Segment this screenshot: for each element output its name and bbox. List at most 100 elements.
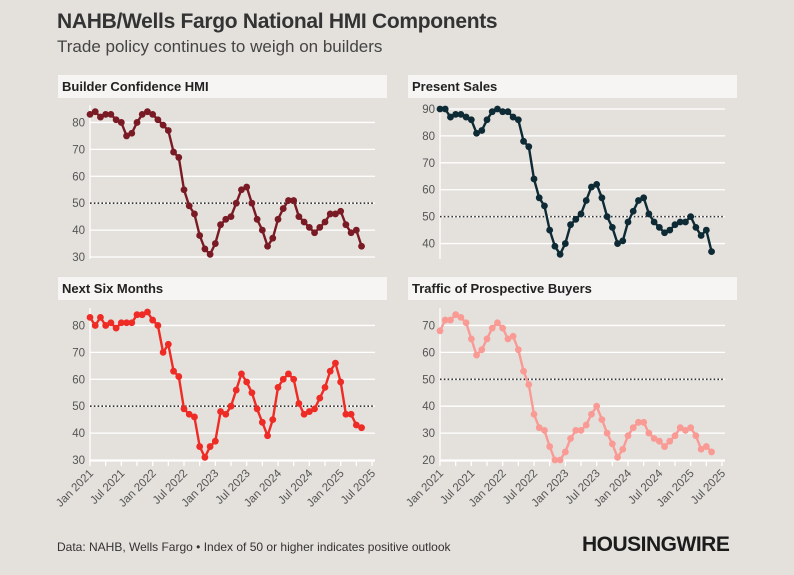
data-point bbox=[499, 324, 507, 332]
y-tick-label: 90 bbox=[422, 104, 435, 116]
data-point bbox=[170, 148, 177, 156]
y-tick-label: 40 bbox=[72, 428, 85, 440]
data-point bbox=[311, 229, 318, 237]
data-point bbox=[661, 443, 668, 450]
data-point bbox=[258, 418, 266, 426]
data-point bbox=[593, 402, 601, 410]
data-point bbox=[175, 373, 183, 380]
data-point bbox=[128, 129, 136, 137]
data-point bbox=[337, 378, 345, 386]
data-point bbox=[274, 215, 282, 223]
data-point bbox=[196, 232, 204, 239]
data-point bbox=[128, 319, 136, 327]
data-point bbox=[666, 437, 674, 445]
data-point bbox=[326, 367, 334, 375]
data-point bbox=[107, 110, 115, 118]
data-point bbox=[598, 194, 606, 202]
data-point bbox=[248, 389, 256, 397]
data-point bbox=[447, 113, 454, 121]
data-point bbox=[514, 346, 522, 354]
data-point bbox=[159, 121, 167, 129]
data-point bbox=[117, 119, 125, 126]
y-tick-label: 70 bbox=[422, 320, 435, 332]
y-tick-label: 40 bbox=[422, 239, 435, 251]
data-point bbox=[692, 432, 700, 440]
data-point bbox=[603, 213, 611, 221]
data-point bbox=[305, 224, 313, 231]
data-point bbox=[541, 427, 548, 434]
data-point bbox=[650, 218, 658, 226]
data-point bbox=[196, 443, 204, 450]
data-point bbox=[91, 322, 99, 329]
data-point bbox=[144, 108, 151, 116]
data-point bbox=[300, 218, 308, 226]
data-point bbox=[650, 435, 658, 442]
data-point bbox=[285, 370, 292, 378]
data-point bbox=[530, 175, 538, 183]
data-point bbox=[217, 408, 224, 415]
data-point bbox=[342, 410, 350, 418]
data-point bbox=[525, 381, 533, 389]
data-point bbox=[316, 224, 324, 231]
data-point bbox=[86, 313, 94, 321]
data-point bbox=[614, 240, 621, 247]
data-point bbox=[149, 110, 157, 118]
data-point bbox=[535, 194, 543, 202]
chart-panel-1: 40 50 60 70 80 90 bbox=[422, 104, 725, 259]
data-point bbox=[530, 410, 538, 418]
data-point bbox=[561, 448, 569, 456]
data-point bbox=[687, 213, 695, 221]
y-tick-label: 70 bbox=[422, 158, 435, 170]
data-point bbox=[138, 110, 146, 118]
data-point bbox=[279, 205, 287, 212]
data-point bbox=[488, 108, 496, 116]
data-point bbox=[603, 429, 611, 437]
data-point bbox=[467, 335, 475, 343]
data-point bbox=[567, 221, 574, 229]
y-tick-label: 50 bbox=[422, 212, 435, 224]
data-point bbox=[321, 218, 329, 226]
data-point bbox=[572, 215, 580, 223]
data-point bbox=[112, 324, 120, 332]
data-point bbox=[222, 410, 230, 418]
data-point bbox=[358, 424, 365, 432]
housingwire-logo: HOUSINGWIRE bbox=[582, 533, 730, 556]
data-point bbox=[499, 108, 507, 116]
data-point bbox=[635, 197, 642, 204]
y-tick-label: 40 bbox=[72, 225, 85, 237]
data-point bbox=[290, 197, 298, 204]
data-point bbox=[352, 421, 360, 429]
data-point bbox=[243, 378, 251, 386]
data-point bbox=[347, 229, 355, 237]
data-point bbox=[201, 245, 209, 253]
data-point bbox=[494, 319, 501, 327]
data-point bbox=[154, 116, 162, 124]
data-point bbox=[619, 237, 627, 245]
data-point bbox=[164, 340, 172, 348]
y-tick-label: 20 bbox=[422, 455, 435, 467]
x-tick-label: Jul 2025 bbox=[339, 468, 378, 507]
data-point bbox=[185, 410, 193, 418]
data-point bbox=[97, 113, 104, 121]
chart-panel-0: 30 40 50 60 70 80 bbox=[72, 105, 375, 264]
data-point bbox=[494, 105, 501, 113]
data-point bbox=[316, 394, 324, 402]
data-point bbox=[661, 229, 668, 237]
data-point bbox=[180, 186, 188, 194]
data-point bbox=[567, 435, 574, 442]
data-point bbox=[671, 432, 679, 440]
data-point bbox=[154, 322, 162, 329]
data-point bbox=[551, 456, 559, 464]
panel-title-builder-confidence: Builder Confidence HMI bbox=[58, 75, 387, 98]
y-tick-label: 50 bbox=[422, 374, 435, 386]
data-point bbox=[279, 375, 287, 383]
data-point bbox=[572, 427, 580, 434]
data-point bbox=[342, 221, 350, 229]
data-point bbox=[123, 319, 130, 327]
data-point bbox=[436, 105, 444, 113]
data-point bbox=[86, 110, 94, 118]
data-point bbox=[347, 410, 355, 418]
data-point bbox=[107, 319, 115, 327]
data-point bbox=[238, 186, 245, 194]
